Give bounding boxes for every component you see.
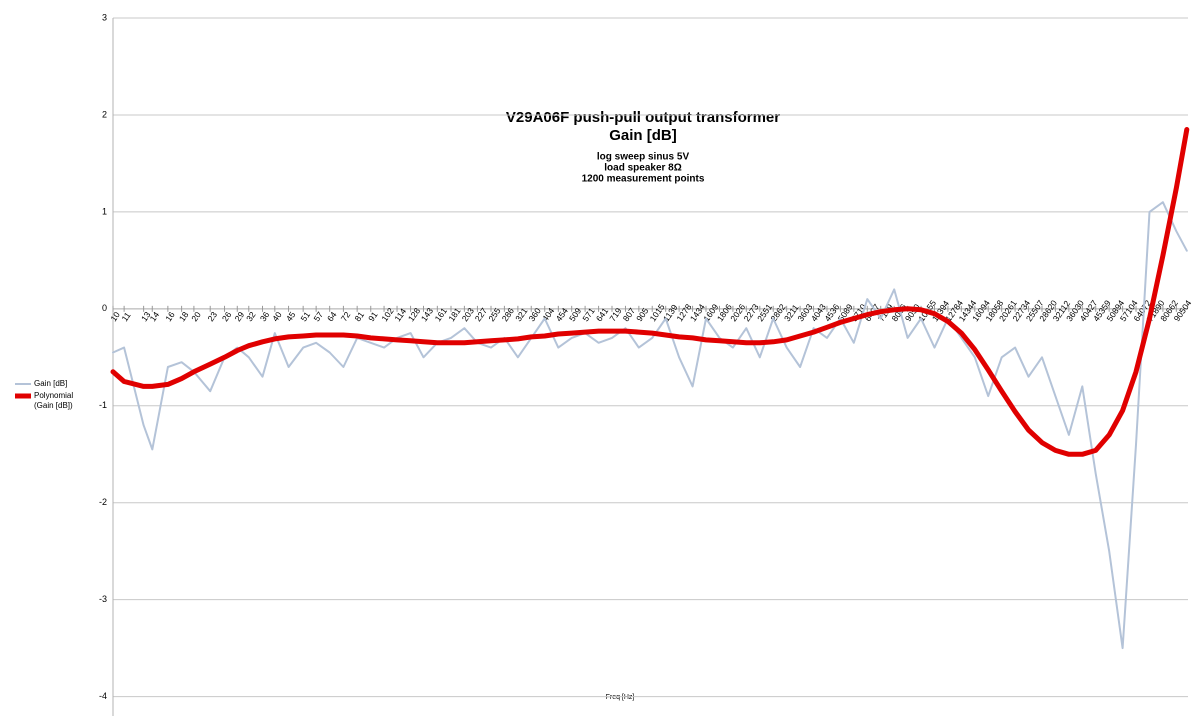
series-line: [110, 127, 1190, 457]
x-tick-label: 181: [446, 306, 462, 324]
x-tick-label: 227: [473, 306, 489, 324]
x-tick-label: 321: [513, 306, 529, 324]
x-tick-label: 51: [298, 310, 312, 324]
x-tick-label: 36: [258, 310, 272, 324]
x-tick-label: 641: [594, 306, 610, 324]
x-tick-label: 57: [311, 310, 325, 324]
x-tick-label: 81: [352, 310, 366, 324]
x-axis-label: Freq [Hz]: [606, 694, 635, 701]
x-tick-label: 14: [148, 310, 162, 324]
x-tick-label: 20: [189, 310, 203, 324]
annotation: load speaker 8Ω: [604, 163, 682, 174]
x-tick-label: 454: [554, 306, 570, 324]
x-tick-label: 807: [621, 306, 637, 324]
x-tick-label: 255: [486, 306, 502, 324]
series-line: [112, 201, 1188, 650]
y-tick-label: -2: [99, 497, 107, 507]
x-tick-label: 40: [270, 310, 284, 324]
y-tick-label: -3: [99, 594, 107, 604]
x-tick-label: 905: [634, 306, 650, 324]
x-tick-label: 45: [284, 310, 298, 324]
annotation: 1200 measurement points: [582, 174, 705, 185]
x-tick-label: 360: [527, 306, 543, 324]
x-tick-label: 23: [206, 310, 220, 324]
x-tick-label: 286: [500, 306, 516, 324]
x-tick-label: 719: [607, 306, 623, 324]
x-tick-label: 32: [244, 310, 258, 324]
legend-label: Gain [dB]: [34, 379, 68, 388]
x-tick-label: 18: [177, 310, 191, 324]
x-tick-label: 91: [366, 310, 380, 324]
x-tick-label: 26: [220, 310, 234, 324]
x-tick-label: 143: [419, 306, 435, 324]
x-tick-label: 72: [339, 310, 353, 324]
x-tick-label: 161: [433, 306, 449, 324]
x-tick-label: 571: [580, 306, 596, 324]
y-tick-label: -1: [99, 400, 107, 410]
x-tick-label: 64: [325, 310, 339, 324]
annotation: log sweep sinus 5V: [597, 152, 690, 163]
chart-title: V29A06F push-pull output transformer: [506, 109, 780, 126]
y-tick-label: 3: [102, 12, 107, 22]
legend-label: Polynomial (Gain [dB]): [34, 391, 74, 410]
y-tick-label: -4: [99, 691, 107, 701]
y-tick-label: 0: [102, 303, 107, 313]
x-tick-label: 11: [119, 310, 132, 323]
y-tick-label: 1: [102, 206, 107, 216]
chart-subtitle: Gain [dB]: [609, 127, 677, 144]
x-tick-label: 509: [567, 306, 583, 324]
x-tick-label: 16: [163, 310, 177, 324]
y-tick-label: 2: [102, 109, 107, 119]
